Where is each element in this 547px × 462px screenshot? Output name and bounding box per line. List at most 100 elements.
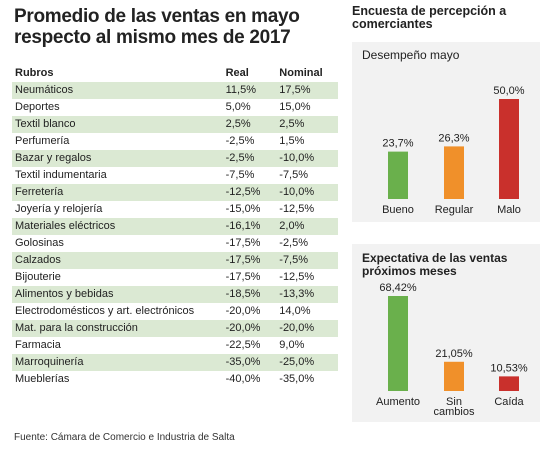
chart-title-desempeno: Desempeño mayo xyxy=(362,48,460,62)
real-cell: -40,0% xyxy=(225,373,261,385)
category-label: Malo xyxy=(497,204,521,216)
table-row: Neumáticos 11,5% 17,5% xyxy=(12,82,338,99)
data-label: 26,3% xyxy=(438,132,469,144)
data-label: 10,53% xyxy=(490,362,528,374)
data-label: 23,7% xyxy=(382,138,413,150)
table-row: Perfumería -2,5% 1,5% xyxy=(12,133,338,150)
table-row: Materiales eléctricos -16,1% 2,0% xyxy=(12,218,338,235)
nominal-cell: -35,0% xyxy=(279,373,315,385)
category-label: Aumento xyxy=(376,396,420,408)
table-row: Electrodomésticos y art. electrónicos -20… xyxy=(12,303,338,320)
rubro-cell: Neumáticos xyxy=(12,82,223,99)
real-cell: -17,5% xyxy=(225,237,261,249)
table-row: Alimentos y bebidas -18,5% -13,3% xyxy=(12,286,338,303)
nominal-cell: -20,0% xyxy=(276,320,338,337)
nominal-cell: 2,0% xyxy=(276,218,338,235)
nominal-cell: -2,5% xyxy=(279,237,309,249)
nominal-cell: 1,5% xyxy=(279,135,305,147)
table-row: Golosinas -17,5% -2,5% xyxy=(12,235,338,252)
rubro-cell: Ferretería xyxy=(12,184,223,201)
bar-malo xyxy=(499,99,519,199)
nominal-cell: -12,5% xyxy=(279,271,315,283)
real-cell: -20,0% xyxy=(222,320,277,337)
nominal-cell: -10,0% xyxy=(276,184,338,201)
nominal-cell: -7,5% xyxy=(276,252,338,269)
nominal-cell: 2,5% xyxy=(276,116,338,133)
rubro-cell: Mat. para la construcción xyxy=(12,320,223,337)
rubro-cell: Farmacia xyxy=(15,339,61,351)
rubro-cell: Alimentos y bebidas xyxy=(12,286,223,303)
real-cell: -20,0% xyxy=(225,305,261,317)
real-cell: -12,5% xyxy=(222,184,277,201)
nominal-cell: -7,5% xyxy=(279,169,309,181)
table-row: Mueblerías -40,0% -35,0% xyxy=(12,371,338,388)
chart-desempeno: 23,7% Bueno 26,3% Regular 50,0% Malo xyxy=(382,85,525,216)
bar-regular xyxy=(444,146,464,199)
category-label: Caída xyxy=(494,396,524,408)
header-nominal: Nominal xyxy=(279,66,323,79)
chart-title-expectativa: Expectativa de las ventas próximos meses xyxy=(362,251,508,278)
rubro-cell: Deportes xyxy=(15,101,60,113)
main-title: Promedio de las ventas en mayo respecto … xyxy=(14,6,300,48)
nominal-cell: 14,0% xyxy=(279,305,311,317)
chart-panel-expectativa: Expectativa de las ventas próximos meses… xyxy=(352,244,540,422)
rubro-cell: Perfumería xyxy=(15,135,70,147)
rubro-cell: Bijouterie xyxy=(15,271,61,283)
real-cell: -2,5% xyxy=(225,135,255,147)
bar-aumento xyxy=(388,296,408,391)
nominal-cell: 17,5% xyxy=(276,82,338,99)
header-rubros: Rubros xyxy=(15,66,54,79)
chart-panel-desempeno: Desempeño mayo 23,7% Bueno 26,3% Regular 50,… xyxy=(352,42,540,222)
table-row: Calzados -17,5% -7,5% xyxy=(12,252,338,269)
table-row: Farmacia -22,5% 9,0% xyxy=(12,337,338,354)
rubro-cell: Marroquinería xyxy=(12,354,223,371)
table-row: Textil blanco 2,5% 2,5% xyxy=(12,116,338,133)
table-row: Deportes 5,0% 15,0% xyxy=(12,99,338,116)
rubro-cell: Textil indumentaria xyxy=(15,169,107,181)
real-cell: -16,1% xyxy=(222,218,277,235)
data-label: 68,42% xyxy=(379,282,417,294)
bar-sin-cambios xyxy=(444,361,464,391)
data-label: 21,05% xyxy=(435,348,473,360)
nominal-cell: -12,5% xyxy=(279,203,315,215)
category-label: cambios xyxy=(434,406,475,418)
nominal-cell: -13,3% xyxy=(276,286,338,303)
category-label: Bueno xyxy=(382,204,414,216)
rubro-cell: Textil blanco xyxy=(12,116,223,133)
rubro-cell: Joyería y relojería xyxy=(15,203,103,215)
bar-bueno xyxy=(388,151,408,199)
rubro-cell: Mueblerías xyxy=(15,373,70,385)
data-label: 50,0% xyxy=(493,85,524,97)
rubro-cell: Calzados xyxy=(12,252,223,269)
real-cell: -17,5% xyxy=(222,252,277,269)
category-label: Regular xyxy=(435,204,474,216)
table-row: Bijouterie -17,5% -12,5% xyxy=(12,269,338,286)
table-row: Mat. para la construcción -20,0% -20,0% xyxy=(12,320,338,337)
side-title: Encuesta de percepción a comerciantes xyxy=(352,4,507,31)
real-cell: 11,5% xyxy=(222,82,277,99)
rubro-cell: Electrodomésticos y art. electrónicos xyxy=(15,305,195,317)
table-row: Ferretería -12,5% -10,0% xyxy=(12,184,338,201)
bar-caída xyxy=(499,376,519,391)
header-real: Real xyxy=(225,66,249,79)
table-row: Marroquinería -35,0% -25,0% xyxy=(12,354,338,371)
nominal-cell: -10,0% xyxy=(276,150,338,167)
sales-table: Rubros Real Nominal Neumáticos 11,5% 17,5%… xyxy=(12,63,338,388)
rubro-cell: Golosinas xyxy=(15,237,64,249)
real-cell: -17,5% xyxy=(225,271,261,283)
real-cell: 5,0% xyxy=(225,101,251,113)
real-cell: 2,5% xyxy=(222,116,277,133)
real-cell: -2,5% xyxy=(222,150,277,167)
nominal-cell: 15,0% xyxy=(279,101,311,113)
table-row: Joyería y relojería -15,0% -12,5% xyxy=(12,201,338,218)
real-cell: -35,0% xyxy=(222,354,277,371)
nominal-cell: -25,0% xyxy=(276,354,338,371)
table-row: Textil indumentaria -7,5% -7,5% xyxy=(12,167,338,184)
real-cell: -15,0% xyxy=(225,203,261,215)
rubro-cell: Materiales eléctricos xyxy=(12,218,223,235)
source-note: Fuente: Cámara de Comercio e Industria d… xyxy=(14,432,235,443)
real-cell: -18,5% xyxy=(222,286,277,303)
table-header-row: Rubros Real Nominal xyxy=(12,63,338,82)
table-row: Bazar y regalos -2,5% -10,0% xyxy=(12,150,338,167)
